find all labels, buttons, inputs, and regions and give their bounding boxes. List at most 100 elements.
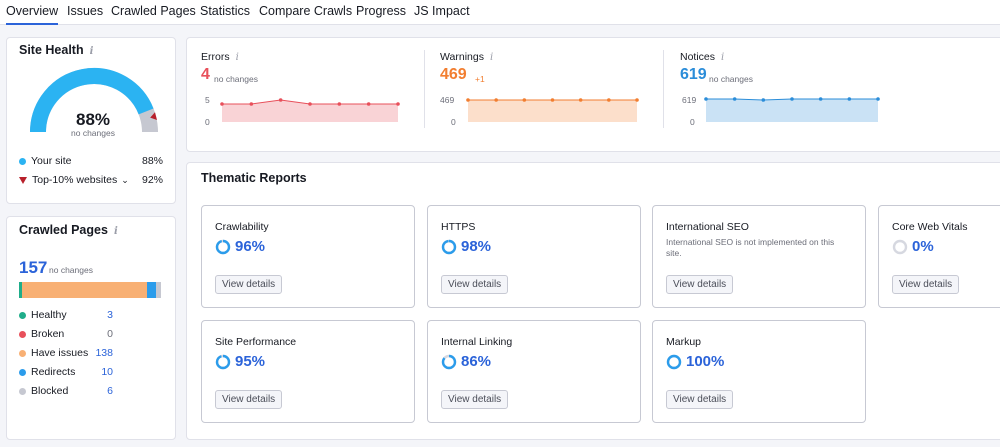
report-percent[interactable]: 96% <box>235 238 266 255</box>
sparkline-point <box>220 102 224 106</box>
view-details-button[interactable]: View details <box>215 275 283 294</box>
notices-count[interactable]: 619 <box>680 66 707 83</box>
sparkline-point <box>249 102 254 106</box>
report-card-international-seo[interactable]: International SEO International SEO is no… <box>652 205 866 308</box>
crawled-pages-row-redirects: Redirects 10 <box>19 366 113 378</box>
tab-overview[interactable]: Overview <box>6 4 59 25</box>
bar-segment[interactable] <box>146 282 156 298</box>
notices-sparkline <box>704 97 880 122</box>
bar-segment[interactable] <box>155 282 161 298</box>
sparkline-point <box>635 98 639 102</box>
errors-count[interactable]: 4 <box>201 66 210 83</box>
crawled-pages-title: Crawled Pages i <box>19 223 118 237</box>
crawled-pages-title-text: Crawled Pages <box>19 223 108 237</box>
sparkline-point <box>308 102 312 106</box>
info-icon[interactable]: i <box>113 226 118 237</box>
notices-axis-bottom: 0 <box>690 117 695 127</box>
row-value[interactable]: 138 <box>95 347 113 359</box>
view-details-button[interactable]: View details <box>666 275 734 294</box>
status-dot <box>19 311 26 319</box>
sparkline-point <box>761 98 766 102</box>
report-percent[interactable]: 100% <box>686 353 725 370</box>
crawled-pages-row-blocked: Blocked 6 <box>19 385 113 397</box>
view-details-button[interactable]: View details <box>215 390 283 409</box>
tab-crawled-pages[interactable]: Crawled Pages <box>111 4 196 18</box>
errors-label: Errors i <box>201 51 239 63</box>
progress-ring-icon <box>215 354 231 370</box>
sparkline-point <box>278 98 283 102</box>
sparkline-point <box>550 98 555 102</box>
warnings-count[interactable]: 469 <box>440 66 467 83</box>
report-name: Markup <box>666 336 702 348</box>
report-card-markup[interactable]: Markup 100% View details <box>652 320 866 423</box>
report-percent[interactable]: 0% <box>912 238 934 255</box>
row-value[interactable]: 10 <box>101 366 113 378</box>
site-health-gauge <box>30 68 158 133</box>
crawled-pages-bar <box>19 282 161 298</box>
info-icon[interactable]: i <box>721 52 725 63</box>
report-name: International SEO <box>666 221 749 233</box>
legend-value: 92% <box>141 174 163 186</box>
warnings-change: +1 <box>475 74 485 84</box>
sparkline-point <box>366 102 371 106</box>
chevron-down-icon[interactable]: ⌄ <box>121 174 129 185</box>
report-percent[interactable]: 98% <box>461 238 492 255</box>
progress-ring-icon <box>666 354 682 370</box>
errors-change: no changes <box>214 74 258 84</box>
sparkline-point <box>704 97 708 101</box>
sparkline-area <box>468 100 637 122</box>
tab-statistics[interactable]: Statistics <box>200 4 251 18</box>
report-card-crawlability[interactable]: Crawlability 96% View details <box>201 205 415 308</box>
crawled-pages-change: no changes <box>49 265 93 275</box>
report-card-https[interactable]: HTTPS 98% View details <box>427 205 641 308</box>
view-details-button[interactable]: View details <box>441 390 509 409</box>
report-card-internal-linking[interactable]: Internal Linking 86% View details <box>427 320 641 423</box>
sparkline-point <box>494 98 498 102</box>
your-site-dot <box>19 157 26 165</box>
info-icon[interactable]: i <box>235 52 239 63</box>
notices-label-text: Notices <box>680 51 716 63</box>
status-dot <box>19 368 26 376</box>
warnings-label-text: Warnings <box>440 51 484 63</box>
bar-segment[interactable] <box>21 282 147 298</box>
sparkline-point <box>396 102 400 106</box>
crawled-pages-total[interactable]: 157 <box>19 258 48 277</box>
row-value[interactable]: 3 <box>107 309 113 321</box>
bar-segment[interactable] <box>19 282 22 298</box>
view-details-button[interactable]: View details <box>892 275 960 294</box>
sparkline-point <box>522 98 527 102</box>
report-name: HTTPS <box>441 221 476 233</box>
tab-progress[interactable]: Progress <box>356 4 407 18</box>
status-dot <box>19 330 26 338</box>
report-card-core-web-vitals[interactable]: Core Web Vitals 0% View details <box>878 205 1000 308</box>
info-icon[interactable]: i <box>489 52 494 63</box>
view-details-button[interactable]: View details <box>441 275 509 294</box>
errors-axis-top: 5 <box>205 95 210 105</box>
row-label: Have issues <box>31 347 89 359</box>
status-dot <box>19 387 26 395</box>
legend-top-10[interactable]: Top-10% websites ⌄ 92% <box>19 174 163 186</box>
info-icon[interactable]: i <box>89 46 94 57</box>
crawled-pages-card <box>6 216 176 440</box>
report-percent[interactable]: 86% <box>461 353 492 370</box>
triangle-icon <box>19 176 27 184</box>
warnings-axis-bottom: 0 <box>451 117 456 127</box>
row-value[interactable]: 6 <box>107 385 113 397</box>
sparkline-point <box>818 97 823 101</box>
view-details-button[interactable]: View details <box>666 390 734 409</box>
tab-issues[interactable]: Issues <box>67 4 104 18</box>
errors-sparkline <box>220 98 400 122</box>
site-health-percent: 88% <box>75 110 111 129</box>
crawled-pages-row-broken: Broken 0 <box>19 328 113 340</box>
report-note: International SEO is not implemented on … <box>666 237 835 258</box>
divider <box>663 50 664 128</box>
issues-summary-card <box>186 37 1000 152</box>
tab-js-impact[interactable]: JS Impact <box>414 4 470 18</box>
sparkline-point <box>790 97 794 101</box>
site-health-change: no changes <box>71 128 115 138</box>
tab-compare-crawls[interactable]: Compare Crawls <box>259 4 353 18</box>
sparkline-area <box>706 99 878 122</box>
legend-label: Top-10% websites <box>32 174 118 186</box>
report-percent[interactable]: 95% <box>235 353 266 370</box>
report-card-site-performance[interactable]: Site Performance 95% View details <box>201 320 415 423</box>
